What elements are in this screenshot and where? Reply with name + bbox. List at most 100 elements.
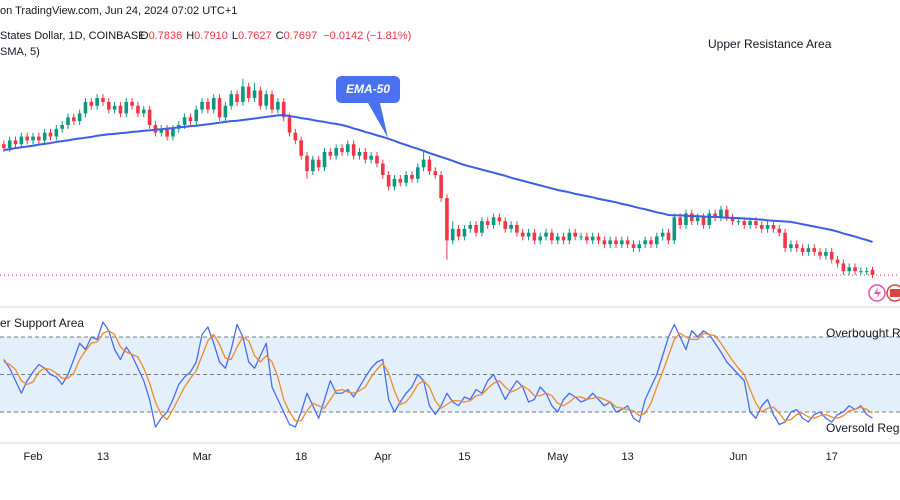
callout-text: EMA-50 bbox=[346, 82, 390, 96]
candle-body bbox=[736, 221, 741, 223]
candle-body bbox=[724, 209, 729, 218]
ohlc-key: H bbox=[186, 30, 194, 42]
candle-body bbox=[141, 109, 146, 114]
candle-body bbox=[392, 178, 397, 187]
x-tick-label: 15 bbox=[458, 451, 470, 463]
candle-body bbox=[689, 213, 694, 222]
ohlc-legend: O 0.7836 H 0.7910 L 0.7627 C 0.7697 −0.0142 (−1.… bbox=[140, 30, 411, 42]
candle-body bbox=[112, 105, 117, 110]
candle-body bbox=[608, 240, 612, 245]
ohlc-key: O bbox=[140, 30, 149, 42]
annotation: Upper Resistance Area bbox=[708, 37, 832, 51]
candle-body bbox=[666, 232, 671, 241]
candle-body bbox=[783, 232, 787, 249]
candle-body bbox=[381, 163, 385, 175]
candle-body bbox=[130, 101, 134, 106]
candle-body bbox=[433, 171, 438, 175]
candle-body bbox=[660, 232, 665, 237]
candle-body bbox=[89, 101, 94, 106]
candle-body bbox=[398, 178, 403, 183]
candle-body bbox=[66, 117, 70, 125]
candle-body bbox=[200, 101, 204, 110]
candle-body bbox=[386, 175, 391, 187]
candle-body bbox=[334, 148, 338, 156]
candle-body bbox=[293, 132, 298, 141]
change: −0.0142 (−1.81%) bbox=[323, 30, 411, 42]
x-tick-label: 17 bbox=[826, 451, 838, 463]
candle-body bbox=[573, 232, 577, 237]
candle-body bbox=[60, 125, 64, 129]
candle-body bbox=[95, 98, 99, 106]
candle-body bbox=[655, 236, 659, 245]
candle-body bbox=[270, 94, 274, 110]
candle-body bbox=[2, 144, 6, 149]
candle-body bbox=[101, 98, 105, 102]
candle-body bbox=[311, 159, 315, 172]
oscillator-line bbox=[3, 321, 873, 428]
candle-body bbox=[276, 101, 280, 110]
ohlc-key: L bbox=[232, 30, 238, 42]
candle-body bbox=[54, 128, 59, 137]
candle-body bbox=[305, 155, 309, 172]
candle-body bbox=[590, 236, 595, 241]
candle-body bbox=[812, 248, 817, 252]
oscillator-pane bbox=[0, 321, 900, 428]
candle-body bbox=[264, 94, 268, 106]
candle-body bbox=[602, 240, 607, 245]
candle-body bbox=[672, 217, 677, 241]
candle-body bbox=[567, 232, 572, 241]
candle-body bbox=[870, 269, 875, 276]
candle-body bbox=[25, 136, 29, 141]
annotation: er Support Area bbox=[0, 316, 84, 330]
candle-body bbox=[13, 140, 18, 145]
candle-body bbox=[229, 94, 234, 106]
candle-body bbox=[118, 105, 123, 114]
candle-body bbox=[765, 225, 770, 229]
candle-body bbox=[794, 244, 799, 249]
annotation: Oversold Regi bbox=[826, 421, 900, 435]
candle-body bbox=[351, 144, 356, 156]
candle-body bbox=[829, 251, 834, 260]
candle-body bbox=[742, 221, 747, 225]
candle-body bbox=[509, 225, 513, 229]
candle-body bbox=[695, 217, 700, 222]
candle-body bbox=[37, 136, 41, 141]
candle-body bbox=[404, 175, 408, 183]
candle-body bbox=[415, 167, 420, 179]
candle-body bbox=[550, 232, 554, 241]
candle-body bbox=[520, 232, 525, 237]
indicator-label: SMA, 5) bbox=[0, 46, 40, 58]
candle-body bbox=[287, 117, 292, 133]
price-pane bbox=[0, 78, 900, 278]
candle-body bbox=[346, 144, 350, 152]
candle-body bbox=[42, 132, 47, 141]
source-line: on TradingView.com, Jun 24, 2024 07:02 U… bbox=[0, 5, 237, 17]
ema-callout: EMA-50 bbox=[336, 76, 400, 138]
candle-body bbox=[299, 140, 303, 156]
candle-body bbox=[363, 151, 368, 160]
candle-body bbox=[246, 86, 251, 99]
candle-body bbox=[77, 113, 82, 122]
candle-body bbox=[835, 259, 840, 264]
candle-body bbox=[701, 217, 706, 225]
candle-body bbox=[707, 213, 712, 225]
candle-body bbox=[165, 128, 169, 137]
candle-body bbox=[322, 151, 327, 168]
candle-body bbox=[625, 240, 630, 245]
candle-body bbox=[631, 244, 636, 249]
candle-body bbox=[72, 117, 76, 122]
candle-body bbox=[678, 217, 682, 225]
candle-body bbox=[684, 213, 688, 225]
candle-body bbox=[847, 267, 851, 272]
candle-body bbox=[124, 101, 129, 114]
x-tick-label: May bbox=[547, 451, 568, 463]
candle-body bbox=[375, 155, 379, 164]
candle-body bbox=[171, 128, 175, 137]
candle-body bbox=[188, 117, 193, 122]
candle-body bbox=[7, 140, 12, 149]
candle-body bbox=[759, 225, 764, 229]
candle-body bbox=[806, 248, 811, 252]
